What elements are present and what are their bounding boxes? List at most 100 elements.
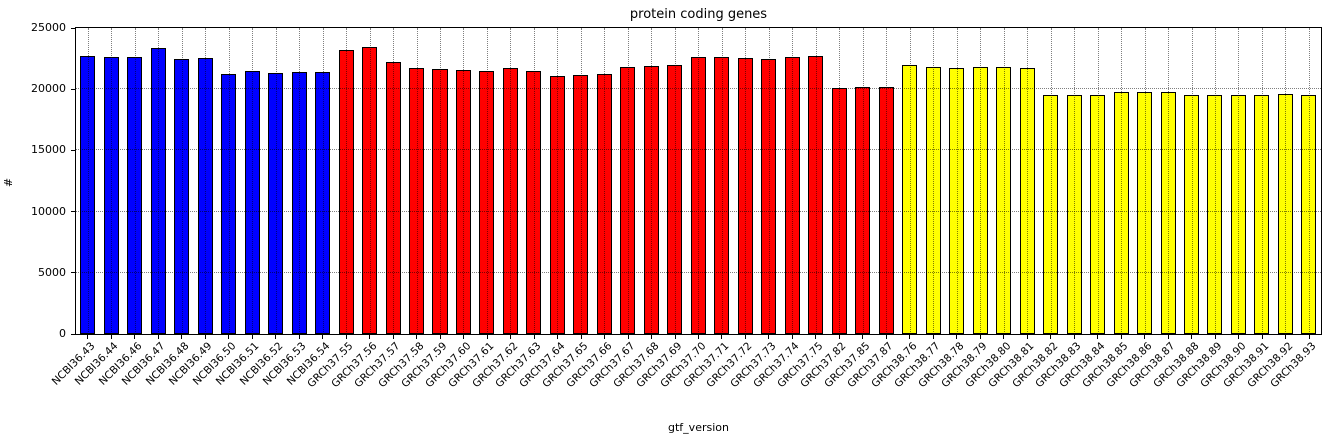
- bar-slots: [76, 28, 1321, 334]
- bar-GRCh38.91: [1254, 95, 1270, 334]
- bar-NCBI36.48: [174, 59, 190, 334]
- bar-slot-GRCh37.85: [851, 28, 874, 334]
- y-tick-mark-5000: [71, 272, 75, 274]
- v-gridline-GRCh37.64: [557, 28, 559, 334]
- v-gridline-NCBI36.51: [252, 28, 254, 334]
- bar-slot-NCBI36.53: [287, 28, 310, 334]
- x-tick-mark-GRCh38.85: [1120, 335, 1122, 339]
- x-tick-mark-GRCh38.77: [932, 335, 934, 339]
- bar-slot-GRCh37.70: [687, 28, 710, 334]
- bar-GRCh37.58: [409, 68, 425, 334]
- x-tick-mark-GRCh37.82: [838, 335, 840, 339]
- bar-slot-GRCh38.91: [1250, 28, 1273, 334]
- x-tick-mark-GRCh38.82: [1050, 335, 1052, 339]
- bar-slot-GRCh37.58: [405, 28, 428, 334]
- bar-GRCh37.71: [714, 57, 730, 334]
- bar-NCBI36.52: [268, 73, 284, 334]
- bar-GRCh38.85: [1113, 92, 1129, 334]
- bar-NCBI36.53: [291, 72, 307, 334]
- x-tick-mark-GRCh37.57: [392, 335, 394, 339]
- x-tick-mark-NCBI36.54: [322, 335, 324, 339]
- x-tick-mark-GRCh37.59: [439, 335, 441, 339]
- v-gridline-NCBI36.52: [275, 28, 277, 334]
- bar-NCBI36.46: [127, 57, 143, 334]
- x-tick-mark-GRCh37.69: [674, 335, 676, 339]
- x-tick-mark-GRCh38.90: [1238, 335, 1240, 339]
- bar-slot-GRCh38.90: [1227, 28, 1250, 334]
- bar-slot-GRCh37.64: [546, 28, 569, 334]
- x-tick-mark-GRCh38.78: [956, 335, 958, 339]
- x-tick-mark-NCBI36.48: [181, 335, 183, 339]
- v-gridline-GRCh38.77: [933, 28, 935, 334]
- v-gridline-GRCh37.63: [533, 28, 535, 334]
- bar-slot-GRCh38.86: [1133, 28, 1156, 334]
- bar-GRCh38.86: [1137, 92, 1153, 334]
- v-gridline-GRCh37.57: [393, 28, 395, 334]
- bar-slot-NCBI36.52: [264, 28, 287, 334]
- bar-GRCh37.64: [549, 76, 565, 334]
- x-tick-mark-GRCh37.74: [791, 335, 793, 339]
- bar-NCBI36.51: [244, 71, 260, 334]
- bar-slot-GRCh37.62: [499, 28, 522, 334]
- plot-area: [75, 27, 1322, 335]
- bar-GRCh38.78: [949, 68, 965, 334]
- v-gridline-GRCh37.60: [463, 28, 465, 334]
- bar-GRCh37.66: [596, 74, 612, 334]
- v-gridline-GRCh37.70: [698, 28, 700, 334]
- v-gridline-GRCh38.85: [1121, 28, 1123, 334]
- x-tick-mark-GRCh38.86: [1144, 335, 1146, 339]
- x-tick-mark-GRCh37.64: [557, 335, 559, 339]
- y-tick-label-20000: 20000: [31, 82, 66, 96]
- x-tick-mark-NCBI36.50: [228, 335, 230, 339]
- x-tick-mark-GRCh37.72: [744, 335, 746, 339]
- v-gridline-NCBI36.53: [299, 28, 301, 334]
- x-tick-mark-GRCh37.71: [721, 335, 723, 339]
- x-tick-mark-GRCh37.60: [463, 335, 465, 339]
- v-gridline-GRCh37.69: [674, 28, 676, 334]
- bar-GRCh37.70: [690, 57, 706, 334]
- bar-GRCh37.56: [362, 47, 378, 334]
- x-tick-mark-GRCh38.88: [1191, 335, 1193, 339]
- bar-GRCh38.82: [1043, 95, 1059, 334]
- y-tick-mark-20000: [71, 88, 75, 90]
- x-tick-mark-GRCh37.61: [486, 335, 488, 339]
- x-tick-mark-NCBI36.51: [251, 335, 253, 339]
- bar-slot-GRCh37.68: [640, 28, 663, 334]
- v-gridline-GRCh37.82: [839, 28, 841, 334]
- x-tick-mark-GRCh37.87: [885, 335, 887, 339]
- x-tick-mark-GRCh37.66: [604, 335, 606, 339]
- bar-NCBI36.54: [315, 72, 331, 334]
- bar-slot-GRCh38.80: [992, 28, 1015, 334]
- bar-GRCh38.90: [1230, 95, 1246, 334]
- bar-GRCh37.61: [479, 71, 495, 334]
- bar-slot-NCBI36.44: [99, 28, 122, 334]
- x-tick-mark-GRCh38.79: [979, 335, 981, 339]
- bar-slot-GRCh38.92: [1274, 28, 1297, 334]
- bar-GRCh38.80: [996, 67, 1012, 334]
- y-tick-mark-15000: [71, 149, 75, 151]
- bar-NCBI36.49: [197, 58, 213, 334]
- x-tick-mark-NCBI36.49: [204, 335, 206, 339]
- bar-slot-GRCh37.74: [781, 28, 804, 334]
- y-tick-mark-10000: [71, 211, 75, 213]
- x-tick-mark-NCBI36.47: [157, 335, 159, 339]
- bar-NCBI36.50: [221, 74, 237, 334]
- x-axis-label: gtf_version: [668, 421, 729, 434]
- bar-GRCh37.63: [526, 71, 542, 334]
- bar-slot-GRCh38.78: [945, 28, 968, 334]
- bar-slot-GRCh38.84: [1086, 28, 1109, 334]
- bar-slot-GRCh37.67: [616, 28, 639, 334]
- v-gridline-NCBI36.47: [158, 28, 160, 334]
- v-gridline-GRCh37.75: [815, 28, 817, 334]
- y-tick-label-0: 0: [59, 327, 66, 340]
- x-tick-mark-GRCh37.62: [510, 335, 512, 339]
- x-tick-mark-GRCh38.81: [1026, 335, 1028, 339]
- x-tick-mark-GRCh38.84: [1097, 335, 1099, 339]
- v-gridline-NCBI36.48: [181, 28, 183, 334]
- bar-NCBI36.43: [80, 56, 96, 334]
- bar-GRCh38.83: [1066, 95, 1082, 334]
- v-gridline-GRCh38.76: [909, 28, 911, 334]
- y-tick-mark-0: [71, 333, 75, 335]
- v-gridline-GRCh37.67: [627, 28, 629, 334]
- v-gridline-GRCh38.91: [1261, 28, 1263, 334]
